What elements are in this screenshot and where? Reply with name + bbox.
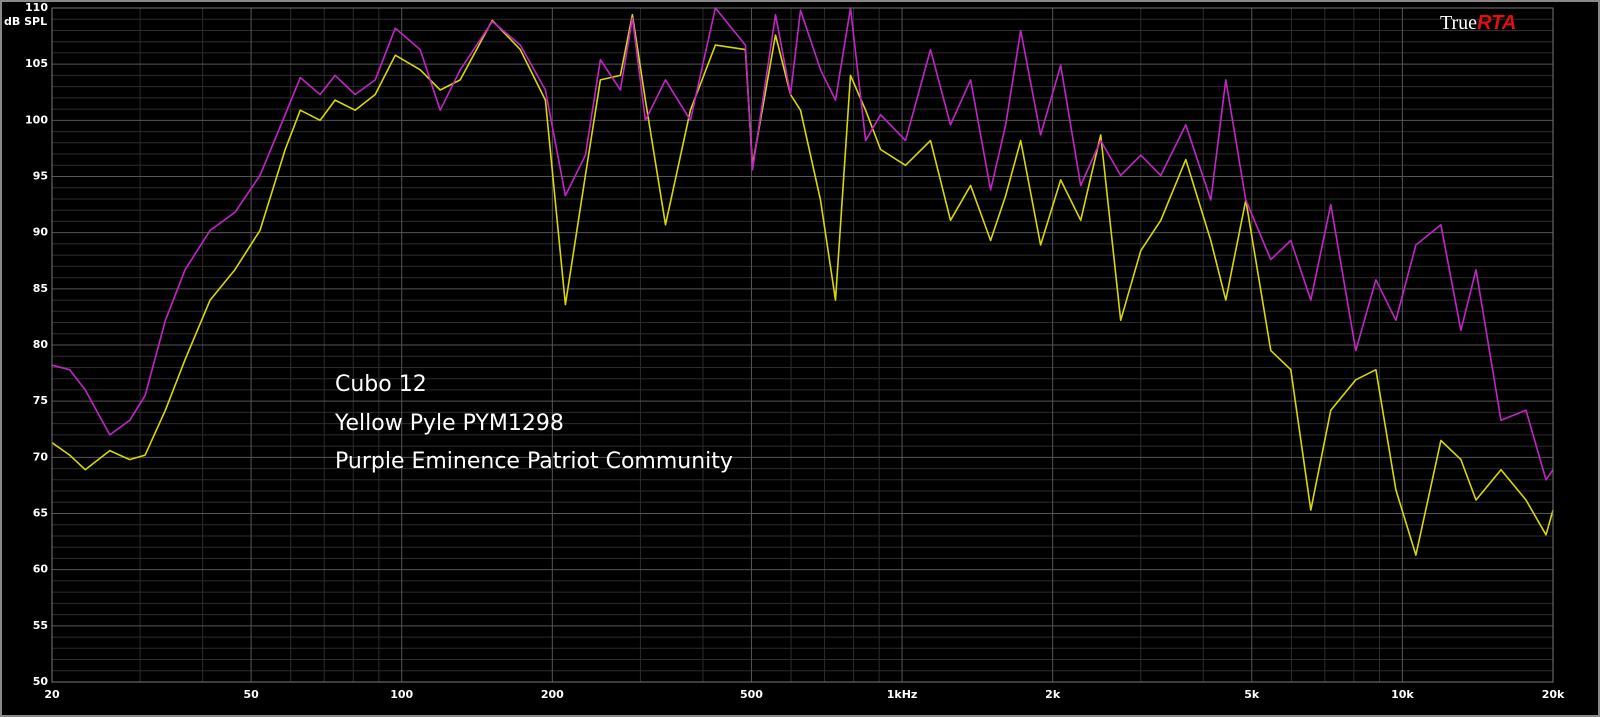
y-tick-label: 80 — [33, 338, 49, 351]
x-tick-label: 20k — [1542, 688, 1565, 701]
annotation: Purple Eminence Patriot Community — [335, 449, 733, 474]
x-tick-label: 500 — [740, 688, 763, 701]
y-tick-label: 55 — [33, 619, 48, 632]
plot-border — [51, 7, 1554, 683]
series-line — [51, 7, 1554, 481]
y-tick-label: 60 — [33, 563, 49, 576]
brand: TrueRTA — [1440, 12, 1516, 35]
x-tick-label: 20 — [44, 688, 60, 701]
brand-prefix: True — [1440, 12, 1477, 34]
brand-suffix: RTA — [1477, 12, 1516, 34]
y-tick-label: 90 — [33, 226, 49, 239]
x-tick-label: 10k — [1391, 688, 1414, 701]
x-tick-label: 1kHz — [887, 688, 918, 701]
x-tick-label: 100 — [390, 688, 413, 701]
lines — [51, 7, 1554, 556]
x-tick-label: 50 — [243, 688, 259, 701]
grid — [51, 7, 1554, 683]
y-tick-label: 85 — [33, 282, 48, 295]
x-tick-label: 2k — [1045, 688, 1061, 701]
y-tick-label: 110 — [25, 1, 48, 14]
annotation: Yellow Pyle PYM1298 — [334, 411, 564, 436]
annotation: Cubo 12 — [335, 372, 427, 397]
y-tick-label: 50 — [33, 675, 49, 688]
y-axis-label: dB SPL — [4, 15, 47, 28]
x-tick-label: 200 — [541, 688, 564, 701]
y-tick-label: 70 — [33, 450, 49, 463]
y-tick-label: 75 — [33, 394, 48, 407]
y-tick-label: 105 — [25, 57, 48, 70]
y-tick-label: 95 — [33, 170, 48, 183]
series-line — [51, 13, 1554, 556]
y-tick-label: 100 — [25, 113, 48, 126]
x-tick-label: 5k — [1244, 688, 1260, 701]
y-tick-label: 65 — [33, 507, 48, 520]
